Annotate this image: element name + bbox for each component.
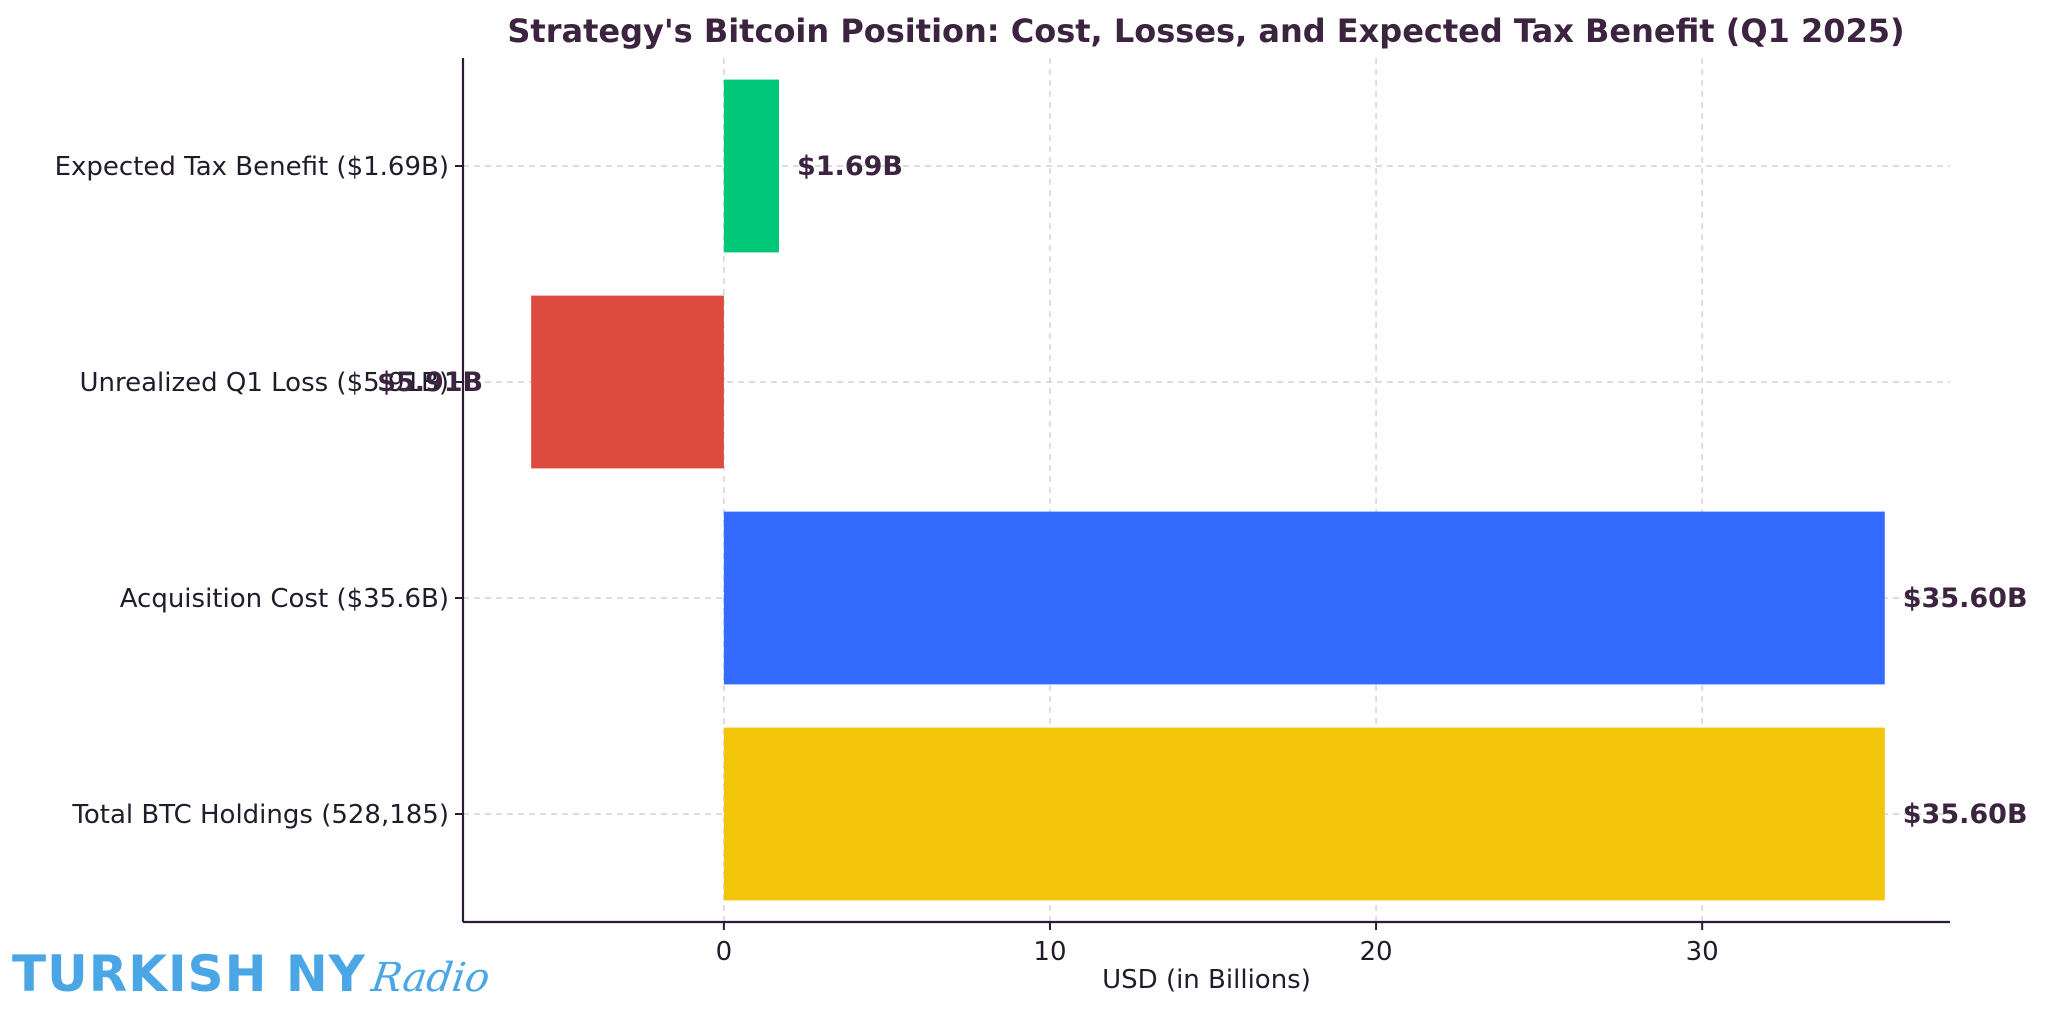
y-tick-label: Acquisition Cost ($35.6B) — [120, 584, 449, 614]
bar — [723, 727, 1885, 901]
x-tick-label: 20 — [1360, 937, 1393, 967]
y-tick-label: Expected Tax Benefit ($1.69B) — [55, 152, 449, 182]
y-tick-label: Unrealized Q1 Loss ($5.91B) — [79, 368, 449, 398]
bar — [723, 79, 779, 253]
data-labels: $1.69B $5.91B $35.60B $35.60B — [377, 151, 2027, 830]
turkish-ny-radio-logo: TURKISH NY Radio — [12, 945, 492, 1015]
y-axis-ticks: Expected Tax Benefit ($1.69B) Unrealized … — [55, 152, 463, 830]
bar — [723, 511, 1885, 685]
data-label: $35.60B — [1903, 583, 2028, 614]
x-tick-label: 30 — [1686, 937, 1719, 967]
logo-brand-text: TURKISH NY — [12, 945, 366, 1003]
x-axis-ticks: 0 10 20 30 — [716, 922, 1719, 967]
x-tick-label: 10 — [1033, 937, 1066, 967]
bars — [531, 79, 1885, 901]
data-label: $5.91B — [377, 367, 483, 398]
data-label: $35.60B — [1903, 799, 2028, 830]
x-axis-title: USD (in Billions) — [1102, 965, 1311, 995]
y-tick-label: Total BTC Holdings (528,185) — [71, 800, 449, 830]
chart-title: Strategy's Bitcoin Position: Cost, Losse… — [507, 12, 1904, 50]
logo-script-text: Radio — [368, 955, 493, 1001]
x-tick-label: 0 — [716, 937, 733, 967]
data-label: $1.69B — [797, 151, 903, 182]
bar — [531, 295, 724, 469]
